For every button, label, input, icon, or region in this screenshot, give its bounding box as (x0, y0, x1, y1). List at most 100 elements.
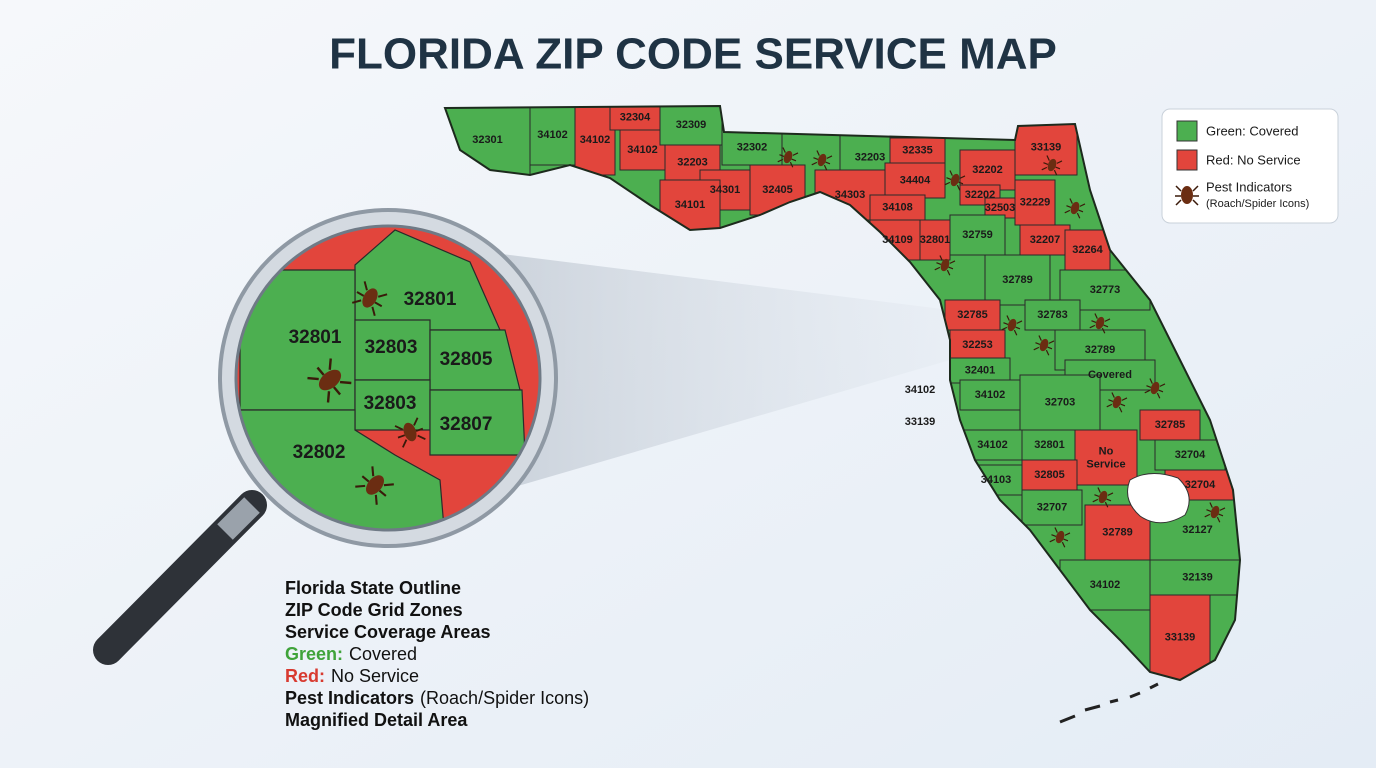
pest-icon (1092, 487, 1114, 508)
pest-icon (1089, 313, 1111, 334)
pest-icon (944, 170, 966, 191)
legend-label: Red: No Service (1206, 152, 1301, 167)
zip-zone (529, 106, 576, 166)
pest-body (783, 150, 793, 164)
pest-icon (1033, 335, 1055, 356)
zip-label: 32302 (737, 141, 768, 153)
zip-label: 32759 (962, 229, 993, 241)
note: Florida State Outline (285, 578, 461, 598)
zip-label: 32805 (1034, 469, 1065, 481)
note: ZIP Code Grid Zones (285, 600, 463, 620)
florida-map: 32301 34102 34102 32304 34102 32309 32203 34301… (444, 105, 1241, 724)
pest-legs (944, 170, 966, 191)
pest-legs (394, 417, 426, 448)
zip-label: 32405 (762, 184, 793, 196)
note: Red: No Service (285, 666, 419, 686)
pest-body (1070, 201, 1080, 215)
magnify-cone (470, 250, 950, 500)
pest-body (1210, 505, 1220, 519)
note-label: Magnified Detail Area (285, 710, 468, 730)
zip-label: 32139 (1182, 571, 1213, 583)
zip-label: 34404 (900, 174, 931, 186)
zip-zone (1021, 489, 1083, 526)
pest-body (817, 153, 827, 167)
pest-legs (1041, 155, 1063, 176)
pest-legs (777, 147, 799, 168)
outside-zip-label: 33139 (905, 416, 936, 428)
legend-box (1161, 108, 1339, 224)
pest-legs (307, 358, 352, 403)
pest-icon (1106, 392, 1128, 413)
zip-zone (919, 219, 951, 261)
pest-body (318, 369, 342, 391)
pest-body (1112, 395, 1122, 409)
zip-label: 32264 (1072, 244, 1103, 256)
note-label: Red: (285, 666, 325, 686)
zip-label: 32335 (902, 144, 933, 156)
zip-label: 32801 (1034, 439, 1065, 451)
pest-icon (1001, 315, 1023, 336)
zip-label: 32304 (620, 111, 651, 123)
note-text: (Roach/Spider Icons) (420, 688, 589, 708)
zip-label: 32704 (1175, 449, 1206, 461)
zip-zone (1014, 119, 1078, 176)
pest-icon (777, 147, 799, 168)
pest-body (1007, 318, 1017, 332)
zip-label: 32229 (1020, 196, 1051, 208)
outside-zip-label: 34102 (905, 384, 936, 396)
zip-label: 32789 (1002, 274, 1033, 286)
legend-bug-icon (1175, 185, 1199, 206)
zip-label: 34102 (580, 134, 611, 146)
zip-label: 32309 (676, 119, 707, 131)
zip-label: 32401 (965, 364, 996, 376)
note-text: Covered (349, 644, 417, 664)
zip-label: 32202 (972, 164, 1003, 176)
zip-label: 34103 (981, 474, 1012, 486)
zip-label: 34101 (675, 199, 706, 211)
pest-body (1150, 381, 1160, 395)
lake-okeechobee (1127, 473, 1190, 524)
note: Pest Indicators (Roach/Spider Icons) (285, 688, 589, 708)
zip-label: 32203 (677, 156, 708, 168)
note: Green: Covered (285, 644, 417, 664)
magnified-zones (236, 226, 540, 530)
florida-keys (1059, 682, 1159, 724)
note-label: Green: (285, 644, 343, 664)
zip-zone (1019, 224, 1071, 256)
zip-zone (944, 299, 1001, 331)
note-label: ZIP Code Grid Zones (285, 600, 463, 620)
zip-label: Covered (1088, 369, 1132, 381)
zip-zone (1021, 459, 1078, 491)
zip-label: 32207 (1030, 234, 1061, 246)
zip-label: 34102 (627, 144, 658, 156)
pest-body (1047, 158, 1057, 172)
pest-body (1098, 490, 1108, 504)
pest-legs (1092, 487, 1114, 508)
zip-zone (574, 106, 616, 176)
zip-label: 32783 (1037, 309, 1068, 321)
zip-label: 32785 (957, 309, 988, 321)
zip-zone (1024, 299, 1081, 331)
zip-label: 34108 (882, 201, 913, 213)
zip-label: 34102 (977, 439, 1008, 451)
pest-icon (351, 281, 388, 317)
zip-label: No Service (1086, 445, 1125, 470)
legend-note: (Roach/Spider Icons) (1206, 198, 1309, 210)
legend-label: Pest Indicators (1206, 179, 1292, 194)
zip-zone (884, 162, 946, 199)
zip-label: 32253 (962, 339, 993, 351)
pest-body (950, 173, 960, 187)
pest-legs (1049, 527, 1071, 548)
note-label: Pest Indicators (285, 688, 414, 708)
magnifier-neck (217, 497, 260, 540)
pest-icon (1041, 155, 1063, 176)
legend-label: Green: Covered (1206, 123, 1299, 138)
pest-body (362, 288, 378, 308)
pest-body (403, 422, 417, 442)
magnified-zip-label: 32801 (404, 289, 457, 310)
zip-zone (1064, 229, 1111, 271)
pest-legs (1001, 315, 1023, 336)
pest-legs (1064, 198, 1086, 219)
pest-legs (811, 150, 833, 171)
